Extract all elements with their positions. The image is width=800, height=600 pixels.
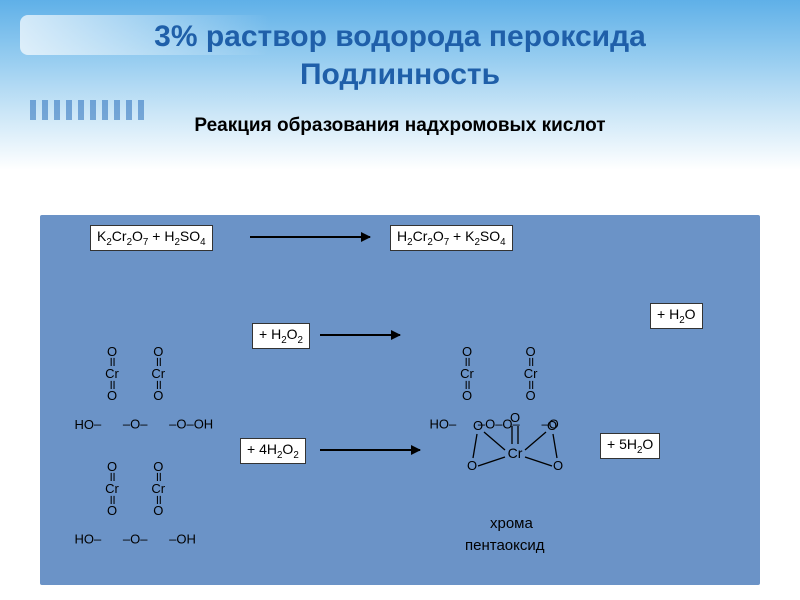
product-extra-2: + H2O [650,303,703,329]
reaction-stage: K2Cr2O7 + H2SO4 H2Cr2O7 + K2SO4 HO– O॥Cr… [40,215,760,585]
svg-text:O: O [547,418,557,433]
product-chip-1: H2Cr2O7 + K2SO4 [390,225,513,251]
svg-text:Cr: Cr [508,445,523,461]
arrow-icon [320,334,400,336]
reactant-chip-1: K2Cr2O7 + H2SO4 [90,225,213,251]
label-chroma: хрома [490,515,533,532]
struct-dichromic-left-3: HO– O॥Cr॥O –O– O॥Cr॥O –OH [60,415,196,562]
subtitle: Реакция образования надхромовых кислот [0,115,800,137]
struct-cr-pentaoxide: Cr O O O O O [460,410,570,490]
svg-text:O: O [473,418,483,433]
svg-text:O: O [510,410,520,425]
product-extra-3: + 5H2O [600,433,660,459]
svg-text:O: O [467,458,477,473]
reagent-chip-2: + H2O2 [252,323,310,349]
svg-text:O: O [553,458,563,473]
title-line-1: 3% раствор водорода пероксида [0,18,800,56]
arrow-icon [250,236,370,238]
title-line-2: Подлинность [0,56,800,94]
label-pentaoxide: пентаоксид [465,537,545,554]
arrow-icon [320,449,420,451]
page-title: 3% раствор водорода пероксида Подлинност… [0,0,800,93]
reagent-chip-3: + 4H2O2 [240,438,306,464]
